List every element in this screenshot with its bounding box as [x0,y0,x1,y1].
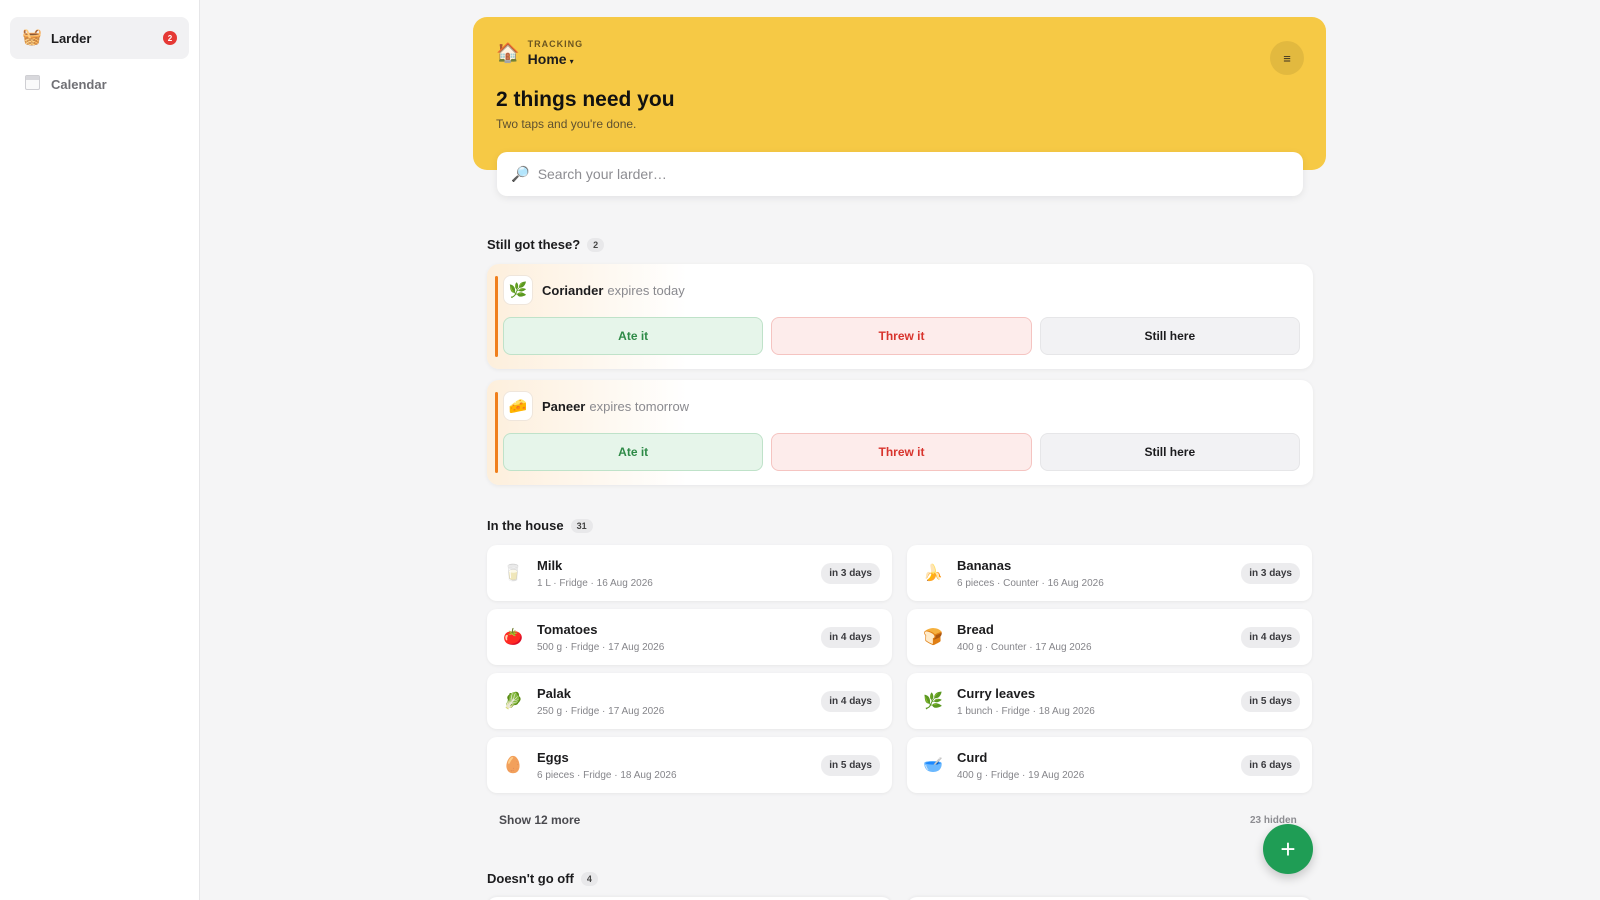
list-item-bananas[interactable]: 🍌 Bananas 6 pieces · Counter · 16 Aug 202… [907,545,1312,601]
sidebar-item-larder[interactable]: 🧺 Larder 2 [10,17,189,59]
item-meta: 250 g · Fridge · 17 Aug 2026 [537,705,665,717]
item-name: Milk [537,557,563,573]
section-header-house: In the house 31 [487,518,593,533]
item-expiry: expires today [607,282,685,298]
show-more-button[interactable]: Show 12 more [499,813,581,827]
herb-icon: 🌿 [923,693,943,710]
search-icon: 🔎 [511,166,530,183]
item-name: Tomatoes [537,621,598,637]
due-badge: in 5 days [1241,690,1300,712]
list-item-curry-leaves[interactable]: 🌿 Curry leaves 1 bunch · Fridge · 18 Aug … [907,673,1312,729]
item-name: Curd [957,749,988,765]
threw-it-button[interactable]: Threw it [771,433,1032,471]
item-name: Curry leaves [957,685,1036,701]
item-name: Coriander [542,282,604,298]
search-input[interactable] [537,166,1289,182]
list-item[interactable] [907,897,1312,900]
urgency-bar [495,276,498,357]
due-badge: in 6 days [1241,754,1300,776]
plus-icon: + [1280,834,1296,864]
attention-card: 🌿 Coriander expires today Ate it Threw i… [487,264,1313,369]
item-meta: 400 g · Counter · 17 Aug 2026 [957,641,1092,653]
item-name: Eggs [537,749,569,765]
list-item-curd[interactable]: 🥣 Curd 400 g · Fridge · 19 Aug 2026 in 6 … [907,737,1312,793]
search-bar: 🔎 [497,152,1303,196]
main-content: 🏠 TRACKING Home ▾ ≡ 2 things need you Two… [473,17,1326,170]
due-badge: in 4 days [821,690,880,712]
home-label: Home [527,51,567,67]
hidden-count: 23 hidden [1250,815,1297,826]
tracking-header: 🏠 TRACKING Home ▾ [496,39,1304,67]
count-badge: 4 [580,871,598,886]
list-item-palak[interactable]: 🥬 Palak 250 g · Fridge · 17 Aug 2026 in 4… [487,673,892,729]
item-meta: 6 pieces · Fridge · 18 Aug 2026 [537,769,677,781]
ate-it-button[interactable]: Ate it [503,433,764,471]
section-header-attention: Still got these? 2 [487,237,605,252]
item-meta: 500 g · Fridge · 17 Aug 2026 [537,641,665,653]
list-item-milk[interactable]: 🥛 Milk 1 L · Fridge · 16 Aug 2026 in 3 da… [487,545,892,601]
due-badge: in 4 days [821,626,880,648]
sidebar-item-label: Larder [51,30,92,46]
still-here-button[interactable]: Still here [1039,317,1300,355]
due-badge: in 3 days [821,562,880,584]
notification-badge: 2 [163,31,177,45]
bowl-icon: 🥣 [923,757,943,774]
tomato-icon: 🍅 [503,629,523,646]
calendar-icon [22,74,42,94]
banana-icon: 🍌 [923,565,943,582]
still-here-button[interactable]: Still here [1039,433,1300,471]
section-title: In the house [487,518,564,533]
cheese-icon: 🧀 [503,391,533,421]
count-badge: 2 [587,237,605,252]
attention-card: 🧀 Paneer expires tomorrow Ate it Threw i… [487,380,1313,485]
urgency-bar [495,392,498,473]
threw-it-button[interactable]: Threw it [771,317,1032,355]
page-title: 2 things need you [496,88,675,111]
count-badge: 31 [570,518,593,533]
sidebar: 🧺 Larder 2 Calendar [0,0,200,900]
item-name: Bread [957,621,994,637]
list-item-bread[interactable]: 🍞 Bread 400 g · Counter · 17 Aug 2026 in … [907,609,1312,665]
milk-icon: 🥛 [503,565,523,582]
hero-panel: 🏠 TRACKING Home ▾ ≡ 2 things need you Two… [473,17,1326,170]
list-item-tomatoes[interactable]: 🍅 Tomatoes 500 g · Fridge · 17 Aug 2026 i… [487,609,892,665]
page-subtitle: Two taps and you're done. [496,117,637,131]
house-icon: 🏠 [496,42,520,64]
item-name: Bananas [957,557,1012,573]
menu-icon: ≡ [1283,50,1291,66]
leafy-greens-icon: 🥬 [503,693,523,710]
egg-icon: 🥚 [503,757,523,774]
add-item-button[interactable]: + [1263,824,1313,874]
bread-icon: 🍞 [923,629,943,646]
tracking-label: TRACKING [527,39,584,49]
list-item[interactable] [487,897,892,900]
home-selector[interactable]: Home ▾ [528,51,584,67]
due-badge: in 4 days [1241,626,1300,648]
item-meta: 1 bunch · Fridge · 18 Aug 2026 [957,705,1095,717]
basket-icon: 🧺 [22,29,42,46]
due-badge: in 5 days [821,754,880,776]
item-meta: 400 g · Fridge · 19 Aug 2026 [957,769,1085,781]
ate-it-button[interactable]: Ate it [503,317,764,355]
due-badge: in 3 days [1241,562,1300,584]
chevron-down-icon: ▾ [569,57,574,66]
sidebar-item-label: Calendar [51,76,107,92]
item-name: Paneer [542,398,586,414]
item-expiry: expires tomorrow [589,398,690,414]
menu-button[interactable]: ≡ [1270,41,1304,75]
herb-icon: 🌿 [503,275,533,305]
item-name: Palak [537,685,571,701]
item-meta: 6 pieces · Counter · 16 Aug 2026 [957,577,1104,589]
item-meta: 1 L · Fridge · 16 Aug 2026 [537,577,653,589]
section-title: Still got these? [487,237,581,252]
section-header-nogo: Doesn't go off 4 [487,871,598,886]
list-item-eggs[interactable]: 🥚 Eggs 6 pieces · Fridge · 18 Aug 2026 in… [487,737,892,793]
section-title: Doesn't go off [487,871,574,886]
sidebar-item-calendar[interactable]: Calendar [10,63,189,105]
